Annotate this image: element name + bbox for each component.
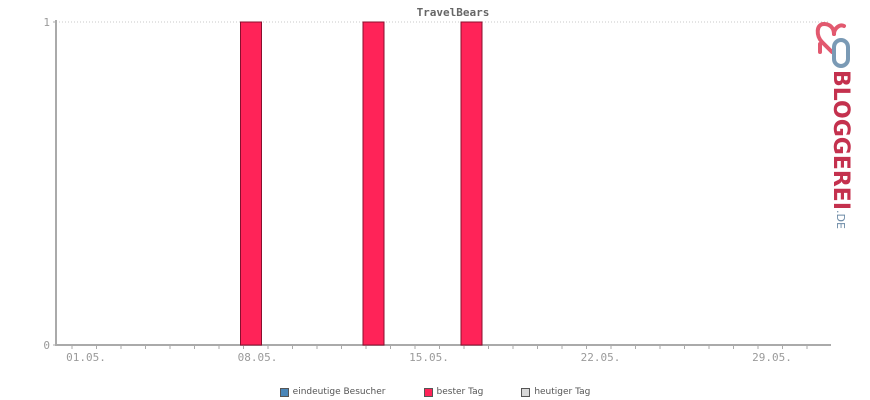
y-tick-label: 0 <box>43 339 50 352</box>
brand-tld: .DE <box>834 210 847 229</box>
legend-item: heutiger Tag <box>521 385 590 399</box>
legend: eindeutige Besucher bester Tag heutiger Ta… <box>0 385 870 399</box>
brand-name: BLOGGEREI <box>828 70 853 211</box>
x-ticks: 01.05. 08.05. 15.05. 22.05. 29.05. <box>66 345 808 364</box>
bar <box>362 21 385 346</box>
bar <box>240 21 262 346</box>
x-tick-label: 01.05. <box>66 351 106 364</box>
legend-swatch <box>423 387 433 397</box>
chart-title: TravelBears <box>417 6 490 19</box>
bars <box>240 21 483 346</box>
legend-item: bester Tag <box>423 385 484 399</box>
x-tick-label: 29.05. <box>752 351 792 364</box>
legend-swatch <box>521 387 531 397</box>
brand-logo <box>810 18 860 218</box>
bar <box>460 21 483 346</box>
brand-wordmark: BLOGGEREI.DE <box>828 70 853 229</box>
legend-label: heutiger Tag <box>534 387 591 397</box>
legend-swatch <box>279 387 289 397</box>
x-tick-label: 22.05. <box>581 351 621 364</box>
x-tick-label: 08.05. <box>238 351 278 364</box>
legend-label: eindeutige Besucher <box>292 387 386 397</box>
legend-label: bester Tag <box>436 387 484 397</box>
y-ticks: 01 <box>43 16 56 352</box>
legend-item: eindeutige Besucher <box>279 385 386 399</box>
x-tick-label: 15.05. <box>409 351 449 364</box>
y-tick-label: 1 <box>43 16 50 29</box>
heart-link-icon <box>815 22 850 68</box>
